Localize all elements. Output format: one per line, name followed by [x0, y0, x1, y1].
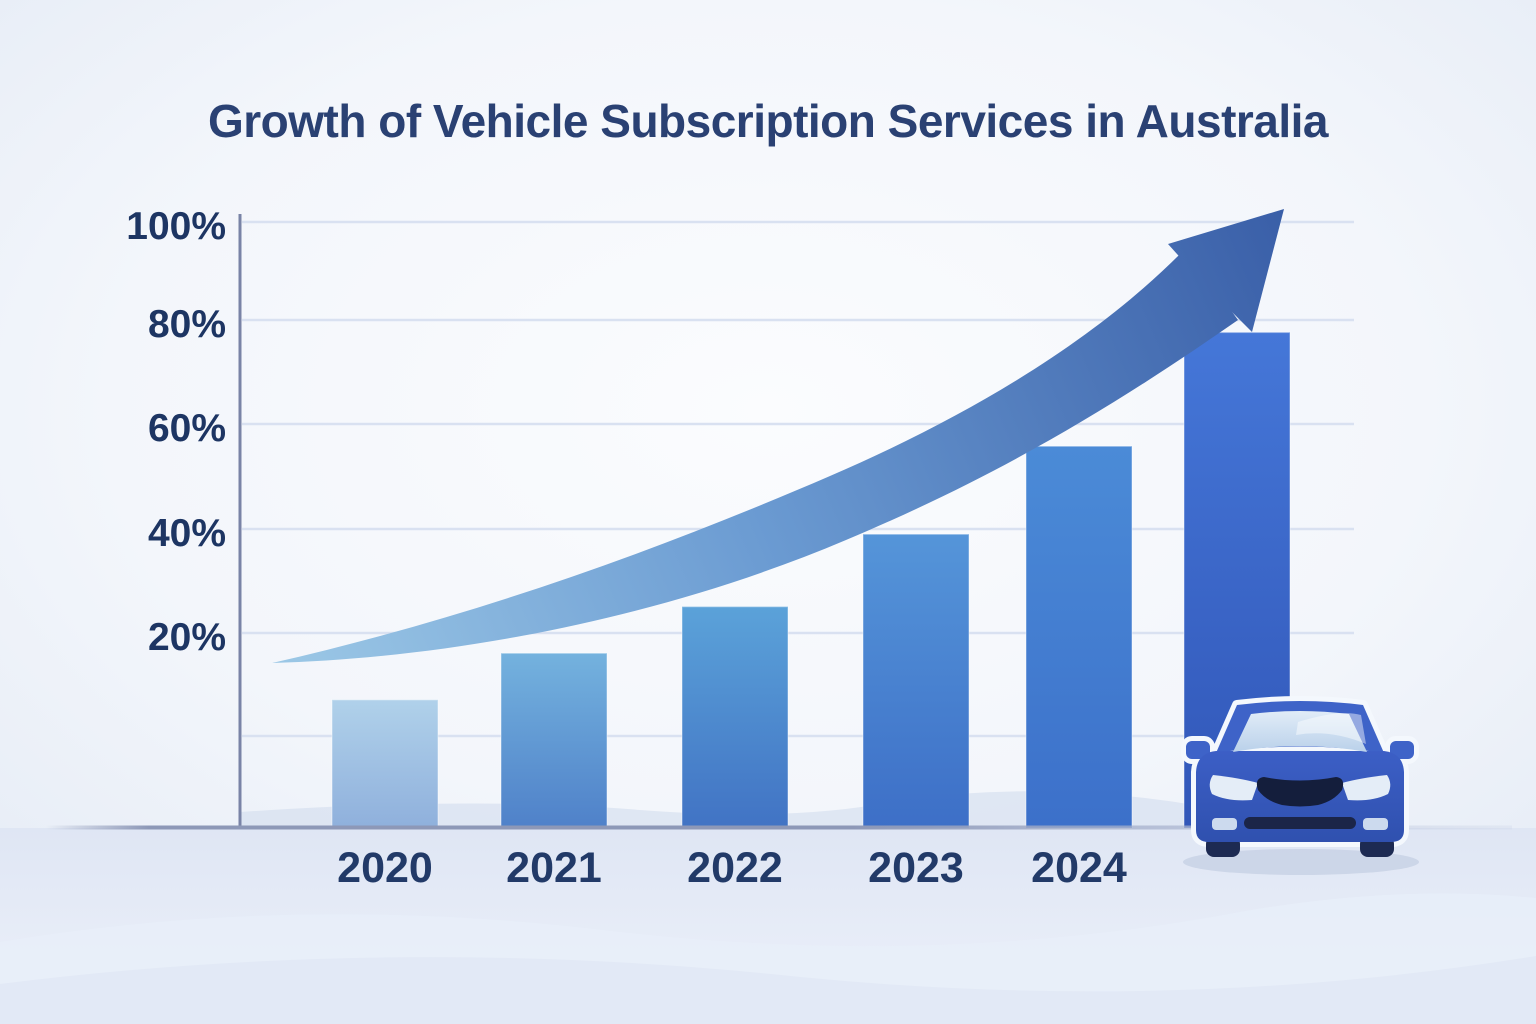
chart-title: Growth of Vehicle Subscription Services …: [207, 95, 1329, 147]
x-tick-label-2024: 2024: [1031, 844, 1127, 892]
bar-2022: [681, 605, 789, 829]
bar-series: [331, 331, 1291, 829]
bar-2021: [500, 652, 608, 829]
x-tick-label-2020: 2020: [337, 844, 433, 892]
car-mirror-right: [1390, 741, 1414, 759]
y-tick-label: 60%: [147, 407, 226, 450]
car-foglight-left: [1212, 818, 1237, 830]
x-tick-label-2023: 2023: [868, 844, 964, 892]
x-tick-label-2022: 2022: [687, 844, 783, 892]
bar-2020: [331, 699, 439, 829]
y-tick-label: 20%: [147, 616, 226, 659]
car-headlight-left: [1209, 775, 1258, 801]
car-shadow: [1183, 849, 1419, 875]
car-mirror-left: [1186, 741, 1210, 759]
car-bumper: [1244, 817, 1356, 829]
growth-arrow-icon: [272, 209, 1284, 663]
ground-wave: [0, 956, 1536, 1024]
bar-2024: [1025, 445, 1133, 829]
y-tick-label: 40%: [147, 512, 226, 555]
arrow-head: [1168, 209, 1284, 332]
y-tick-label: 100%: [126, 205, 226, 248]
windshield-highlight: [1296, 713, 1366, 744]
x-tick-label-2021: 2021: [506, 844, 602, 892]
car-headlight-right: [1342, 775, 1391, 801]
bar-2023: [862, 533, 970, 829]
car-grille: [1256, 777, 1344, 807]
car-foglight-right: [1363, 818, 1388, 830]
y-tick-label: 80%: [147, 303, 226, 346]
car-icon: [1181, 696, 1419, 875]
car-windshield: [1233, 711, 1367, 752]
